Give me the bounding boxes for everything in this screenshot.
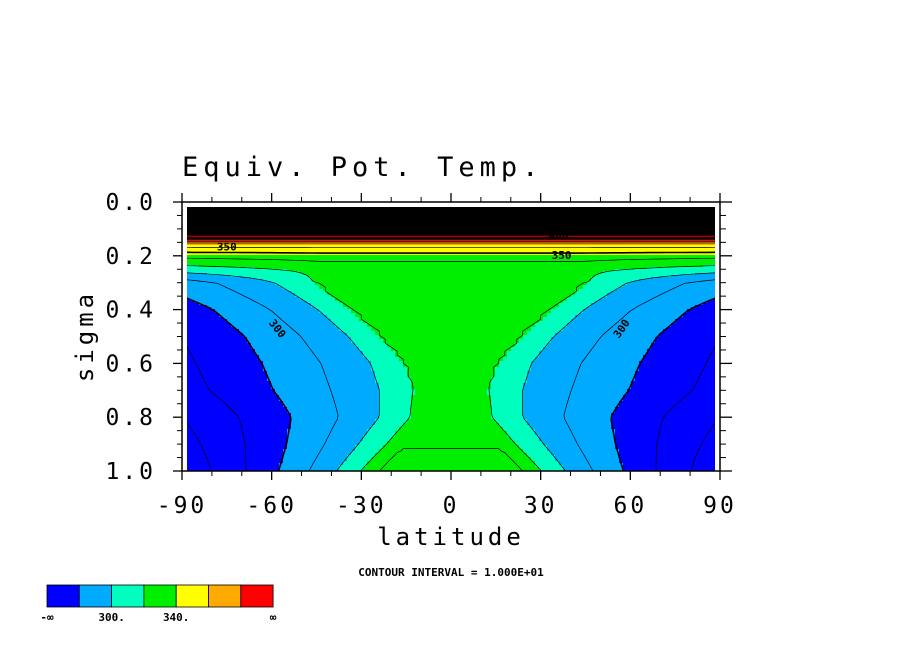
colorbar-tick-label: 340.: [163, 611, 190, 624]
y-tick-label: 0.2: [105, 244, 156, 270]
y-tick-label: 0.8: [105, 405, 156, 431]
x-tick-label: 30: [524, 493, 558, 519]
contour-label-3: 350: [552, 249, 572, 262]
colorbar-tick-label: 300.: [98, 611, 125, 624]
y-tick-label: 0.0: [105, 190, 156, 216]
x-tick-label: 90: [703, 493, 737, 519]
x-tick-label: -90: [157, 493, 208, 519]
x-tick-label: -30: [336, 493, 387, 519]
y-axis-label: sigma: [71, 290, 99, 382]
y-tick-label: 0.4: [105, 298, 156, 324]
colorbar-swatch: [112, 585, 144, 607]
colorbar-swatch: [144, 585, 176, 607]
contour-label-4: 400: [226, 223, 246, 236]
contour-label-6: 370: [456, 205, 476, 218]
colorbar-swatch: [209, 585, 241, 607]
contour-label-5: 400: [549, 228, 569, 241]
colorbar: -∞ 300. 340. ∞: [40, 585, 276, 624]
colorbar-swatch: [47, 585, 79, 607]
colorbar-swatch: [241, 585, 273, 607]
x-tick-label: 0: [443, 493, 460, 519]
colorbar-swatch: [176, 585, 208, 607]
contour-label-2: 350: [217, 240, 237, 253]
contour-line-350: [182, 252, 720, 253]
chart-title: Equiv. Pot. Temp.: [182, 152, 543, 183]
contour-interval-text: CONTOUR INTERVAL = 1.000E+01: [358, 566, 544, 579]
x-tick-label: 60: [613, 493, 647, 519]
x-axis-label: latitude: [377, 523, 525, 551]
y-tick-label: 0.6: [105, 351, 156, 377]
colorbar-swatch: [79, 585, 111, 607]
x-tick-label: -60: [246, 493, 297, 519]
y-tick-label: 1.0: [105, 459, 156, 485]
colorbar-tick-label: -∞: [40, 611, 54, 624]
colorbar-tick-label: ∞: [270, 611, 277, 624]
